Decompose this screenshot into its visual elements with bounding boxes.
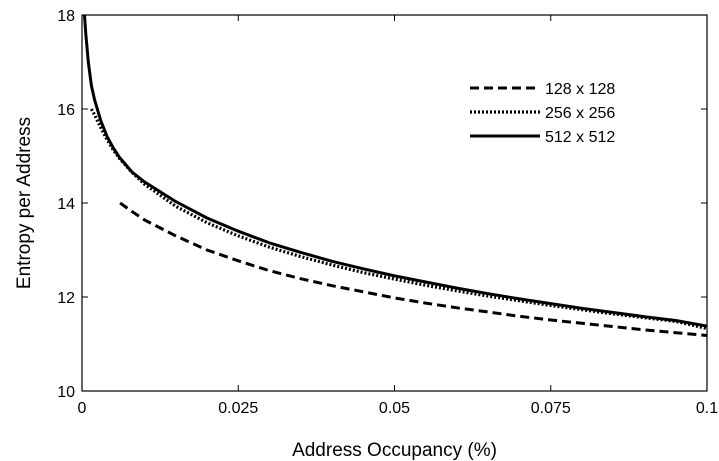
series-line-3 xyxy=(83,14,708,328)
series-line-1 xyxy=(119,201,708,337)
x-tick-label: 0 xyxy=(78,400,87,417)
legend: 128 x 128 256 x 256 512 x 512 xyxy=(470,81,615,146)
x-tick-label: 0.075 xyxy=(531,400,571,417)
y-tick-label: 12 xyxy=(57,290,75,307)
y-tick-label: 16 xyxy=(57,102,75,119)
y-axis-label: Entropy per Address xyxy=(14,117,35,289)
x-axis-label: Address Occupancy (%) xyxy=(292,440,497,461)
x-tick-label: 0.025 xyxy=(218,400,258,417)
y-tick-label: 10 xyxy=(57,384,75,401)
x-tick-label: 0.05 xyxy=(379,400,410,417)
x-tick-label: 0.1 xyxy=(696,400,718,417)
legend-label-2: 256 x 256 xyxy=(545,105,615,122)
plot-frame xyxy=(81,14,708,392)
legend-label-3: 512 x 512 xyxy=(545,129,615,146)
legend-label-1: 128 x 128 xyxy=(545,81,615,98)
series-layer xyxy=(83,14,708,337)
y-tick-label: 14 xyxy=(57,196,75,213)
y-tick-label: 18 xyxy=(57,8,75,25)
x-axis-ticks: 0 0.025 0.05 0.075 0.1 xyxy=(78,15,718,417)
y-axis-ticks: 10 12 14 16 18 xyxy=(57,8,707,401)
